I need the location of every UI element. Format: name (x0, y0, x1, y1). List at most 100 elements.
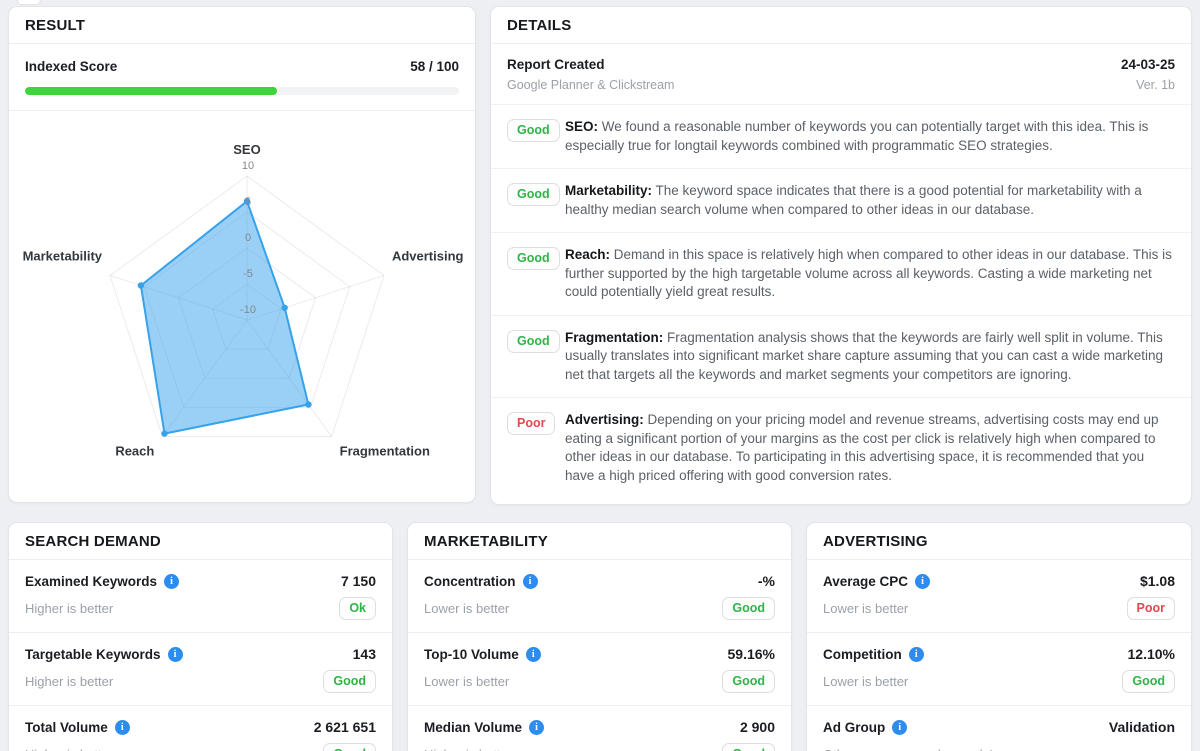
metric-value: 7 150 (340, 573, 376, 589)
metric-row-ad-group: Ad Group i Validation Other groups may al… (807, 705, 1191, 751)
info-icon[interactable]: i (525, 646, 541, 662)
svg-text:0: 0 (245, 232, 251, 244)
marketability-panel: MARKETABILITY Concentration i -% Lower is… (407, 522, 792, 751)
svg-text:5: 5 (245, 196, 251, 208)
metric-row-targetable-keywords: Targetable Keywords i 143 Higher is bette… (9, 632, 392, 705)
svg-text:10: 10 (242, 160, 254, 172)
metric-value: 12.10% (1127, 646, 1175, 662)
metric-label: Average CPC (823, 573, 909, 589)
metric-label: Top-10 Volume (424, 646, 519, 662)
metric-value: Validation (1108, 719, 1175, 735)
score-progress-bar (25, 87, 459, 95)
metric-badge: Good (323, 743, 376, 751)
metric-hint: Higher is better (25, 674, 114, 689)
metric-badge: Good (722, 597, 775, 620)
metric-row-examined-keywords: Examined Keywords i 7 150 Higher is bette… (9, 560, 392, 632)
advertising-title: ADVERTISING (807, 523, 1191, 560)
metric-label: Total Volume (25, 719, 108, 735)
cut-off-element (17, 0, 41, 5)
metric-hint: Higher is better (25, 747, 113, 751)
status-badge: Good (507, 247, 560, 270)
score-progress-fill (25, 87, 277, 95)
detail-label: Fragmentation: (565, 329, 664, 345)
metric-hint: Lower is better (424, 674, 510, 689)
detail-label: Marketability: (565, 183, 653, 198)
metric-hint: Lower is better (424, 601, 510, 616)
indexed-score-value: 58 / 100 (410, 59, 459, 74)
metric-hint: Higher is better (424, 747, 512, 751)
info-icon[interactable]: i (908, 646, 924, 662)
detail-row-marketability: Good Marketability: The keyword space in… (491, 168, 1191, 232)
metric-row-concentration: Concentration i -% Lower is better Good (408, 560, 791, 632)
info-icon[interactable]: i (164, 573, 180, 589)
detail-row-reach: Good Reach: Demand in this space is rela… (491, 232, 1191, 315)
detail-label: Reach: (565, 247, 611, 262)
metric-label: Targetable Keywords (25, 646, 161, 662)
metric-badge: Good (722, 743, 775, 751)
report-source: Google Planner & Clickstream (507, 78, 675, 92)
metric-value: $1.08 (1139, 573, 1175, 589)
report-created-date: 24-03-25 (1120, 57, 1175, 72)
metric-hint: Lower is better (823, 674, 909, 689)
detail-text: Depending on your pricing model and reve… (565, 412, 1159, 483)
details-panel: DETAILS Report Created 24-03-25 Google P… (490, 6, 1192, 505)
svg-text:-10: -10 (240, 304, 256, 316)
details-panel-title: DETAILS (491, 7, 1191, 44)
svg-text:Reach: Reach (115, 443, 154, 458)
metric-label: Examined Keywords (25, 573, 158, 589)
metric-value: 59.16% (727, 646, 775, 662)
metric-label: Median Volume (424, 719, 523, 735)
detail-label: Advertising: (565, 412, 644, 427)
indexed-score-label: Indexed Score (25, 59, 118, 74)
detail-label: SEO: (565, 119, 599, 134)
metric-badge: Good (1122, 670, 1175, 693)
metric-badge: Good (323, 670, 376, 693)
detail-text: Fragmentation analysis shows that the ke… (565, 329, 1164, 382)
svg-text:SEO: SEO (233, 142, 260, 157)
detail-text: We found a reasonable number of keywords… (565, 119, 1149, 153)
svg-text:Marketability: Marketability (23, 249, 103, 264)
svg-text:Advertising: Advertising (392, 249, 464, 264)
info-icon[interactable]: i (114, 719, 130, 735)
result-panel: RESULT Indexed Score 58 / 100 10 5 0 -5 -10 S… (8, 6, 476, 503)
info-icon[interactable]: i (915, 573, 931, 589)
metric-hint: Higher is better (25, 601, 114, 616)
advertising-panel: ADVERTISING Average CPC i $1.08 Lower is … (806, 522, 1192, 751)
svg-text:Fragmentation: Fragmentation (340, 443, 430, 458)
metric-row-total-volume: Total Volume i 2 621 651 Higher is better… (9, 705, 392, 751)
status-badge: Poor (507, 412, 556, 435)
metric-label: Concentration (424, 573, 516, 589)
metric-badge: Good (722, 670, 775, 693)
report-created-label: Report Created (507, 57, 605, 72)
metric-row-competition: Competition i 12.10% Lower is better Good (807, 632, 1191, 705)
metric-value: 2 900 (739, 719, 775, 735)
detail-text: The keyword space indicates that there i… (565, 183, 1142, 217)
metric-label: Competition (823, 646, 902, 662)
radar-chart[interactable]: 10 5 0 -5 -10 SEO Advertising Fragmentation Reac… (9, 111, 475, 498)
metric-badge: Poor (1126, 597, 1175, 620)
metric-value: 143 (352, 646, 376, 662)
metric-row-average-cpc: Average CPC i $1.08 Lower is better Poor (807, 560, 1191, 632)
info-icon[interactable]: i (167, 646, 183, 662)
info-icon[interactable]: i (892, 719, 908, 735)
info-icon[interactable]: i (522, 573, 538, 589)
info-icon[interactable]: i (529, 719, 545, 735)
metric-value: -% (757, 573, 775, 589)
metric-hint: Lower is better (823, 601, 909, 616)
svg-text:-5: -5 (243, 268, 253, 280)
metric-row-top10-volume: Top-10 Volume i 59.16% Lower is better Go… (408, 632, 791, 705)
report-version: Ver. 1b (1136, 78, 1175, 92)
detail-row-advertising: Poor Advertising: Depending on your pric… (491, 397, 1191, 498)
metric-row-median-volume: Median Volume i 2 900 Higher is better Go… (408, 705, 791, 751)
status-badge: Good (507, 329, 560, 353)
metric-hint: Other groups may also apply! (823, 747, 993, 751)
marketability-title: MARKETABILITY (408, 523, 791, 560)
detail-row-seo: Good SEO: We found a reasonable number o… (491, 104, 1191, 168)
status-badge: Good (507, 119, 560, 142)
search-demand-panel: SEARCH DEMAND Examined Keywords i 7 150 H… (8, 522, 393, 751)
search-demand-title: SEARCH DEMAND (9, 523, 392, 560)
metric-label: Ad Group (823, 719, 886, 735)
detail-text: Demand in this space is relatively high … (565, 247, 1172, 299)
detail-row-fragmentation: Good Fragmentation: Fragmentation analys… (491, 314, 1191, 398)
